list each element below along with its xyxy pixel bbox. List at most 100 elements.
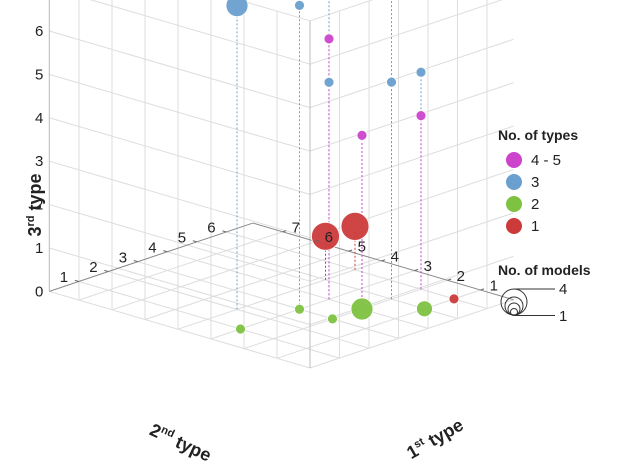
grid-line-floor <box>177 260 382 330</box>
x-tick-mark <box>133 260 138 263</box>
data-point <box>415 110 427 121</box>
x-tick-label: 1 <box>60 269 68 286</box>
legend-types: No. of types 4 - 5 3 2 1 <box>498 127 578 235</box>
grid-line-left-wall-h <box>237 0 311 22</box>
grid-line-right-wall-h <box>309 0 374 22</box>
grid-line-floor <box>167 251 429 329</box>
data-point <box>448 293 460 305</box>
grid-line-floor <box>78 231 283 301</box>
legend-swatch <box>506 152 522 168</box>
data-point <box>294 303 305 315</box>
legend-label: 4 - 5 <box>531 152 561 169</box>
legend-models: No. of models 4 1 <box>498 262 591 325</box>
data-point <box>356 129 368 141</box>
z-tick-label: 5 <box>35 66 43 83</box>
grid-line-right-wall-h <box>309 82 514 152</box>
grid-line-right-wall-h <box>309 212 514 282</box>
x-tick-mark <box>104 269 109 273</box>
x-axis-title: 1st type <box>403 415 467 463</box>
grid-line-right-wall-h <box>309 169 514 239</box>
data-point <box>225 0 249 17</box>
y-tick-mark <box>315 239 320 242</box>
legend-label: 3 <box>531 174 539 191</box>
floor-edge-left <box>49 222 254 292</box>
grid-line-right-wall-h <box>309 38 514 109</box>
x-tick-label: 4 <box>148 239 156 256</box>
grid-line-left-wall-h <box>49 247 311 326</box>
data-point <box>323 76 335 88</box>
grid-line-left-wall-h <box>49 290 311 369</box>
data-point <box>323 33 335 45</box>
data-point <box>294 0 305 11</box>
grid-line-floor <box>137 261 399 339</box>
floor-edge-right <box>252 222 514 301</box>
grid-line-floor <box>243 279 448 350</box>
y-tick-label: 6 <box>325 229 333 246</box>
x-tick-mark <box>192 240 197 243</box>
grid-line-right-wall-h <box>309 125 514 195</box>
data-point <box>235 323 246 335</box>
legend-label: 2 <box>531 196 539 213</box>
grid-line-left-wall-h <box>89 0 311 65</box>
grid-line-left-wall-h <box>49 73 311 152</box>
data-point <box>311 221 340 251</box>
z-tick-label: 1 <box>35 240 43 257</box>
y-tick-mark <box>381 259 386 262</box>
grid-line-left-wall-h <box>49 160 311 239</box>
legend-label: 1 <box>531 218 539 235</box>
y-tick-mark <box>282 230 287 233</box>
y-tick-mark <box>480 288 485 291</box>
x-tick-label: 5 <box>178 230 186 247</box>
axes-layer <box>48 0 514 368</box>
data-point <box>350 297 374 321</box>
grid-line-floor <box>196 241 458 319</box>
legend-swatch <box>506 218 522 234</box>
x-tick-mark <box>74 279 79 282</box>
x-tick-label: 2 <box>89 259 97 276</box>
z-tick-label: 6 <box>35 23 43 40</box>
grid-line-floor <box>111 241 316 311</box>
legend-swatch <box>506 174 522 190</box>
grid-line-right-wall-h <box>309 255 514 326</box>
grid-line-right-wall-h <box>309 299 514 369</box>
grid-line-left-wall-h <box>49 204 311 282</box>
size-circle-1 <box>510 308 518 316</box>
legend-models-title: No. of models <box>498 262 591 278</box>
z-axis-title: 3rd type <box>25 173 45 236</box>
legend-types-title: No. of types <box>498 127 578 143</box>
z-tick-label: 4 <box>35 110 43 127</box>
grid-line-right-wall-h <box>309 0 503 65</box>
grid-line-floor <box>78 280 340 359</box>
size-circle-4 <box>500 288 528 316</box>
grid-line-floor <box>226 231 488 310</box>
grid-line-left-wall-h <box>49 30 311 109</box>
tick-labels-layer: 0123456781234567123456 <box>35 23 498 300</box>
grid-line-left-wall-h <box>49 117 311 195</box>
grid-layer <box>49 0 514 369</box>
data-point <box>415 66 427 78</box>
y-tick-mark <box>348 249 353 252</box>
x-tick-label: 3 <box>119 249 127 266</box>
y-tick-label: 1 <box>490 278 498 295</box>
x-tick-label: 6 <box>207 220 215 237</box>
size-label-max: 4 <box>559 281 567 298</box>
y-tick-label: 7 <box>292 219 300 236</box>
y-tick-label: 3 <box>424 258 432 275</box>
x-tick-mark <box>222 230 227 233</box>
y-tick-label: 5 <box>358 239 366 256</box>
y-axis-title: 2nd type <box>147 420 215 466</box>
z-tick-label: 3 <box>35 153 43 170</box>
x-tick-mark <box>163 250 168 253</box>
z-tick-label: 0 <box>35 283 43 300</box>
data-point <box>386 76 397 88</box>
data-point <box>416 300 433 318</box>
size-label-min: 1 <box>559 308 567 325</box>
grid-line-floor <box>276 289 481 359</box>
data-point <box>327 313 338 325</box>
y-tick-label: 4 <box>391 248 399 265</box>
data-point <box>340 211 370 241</box>
y-tick-label: 2 <box>457 268 465 285</box>
grid-line-floor <box>144 250 349 320</box>
y-tick-mark <box>414 268 419 272</box>
